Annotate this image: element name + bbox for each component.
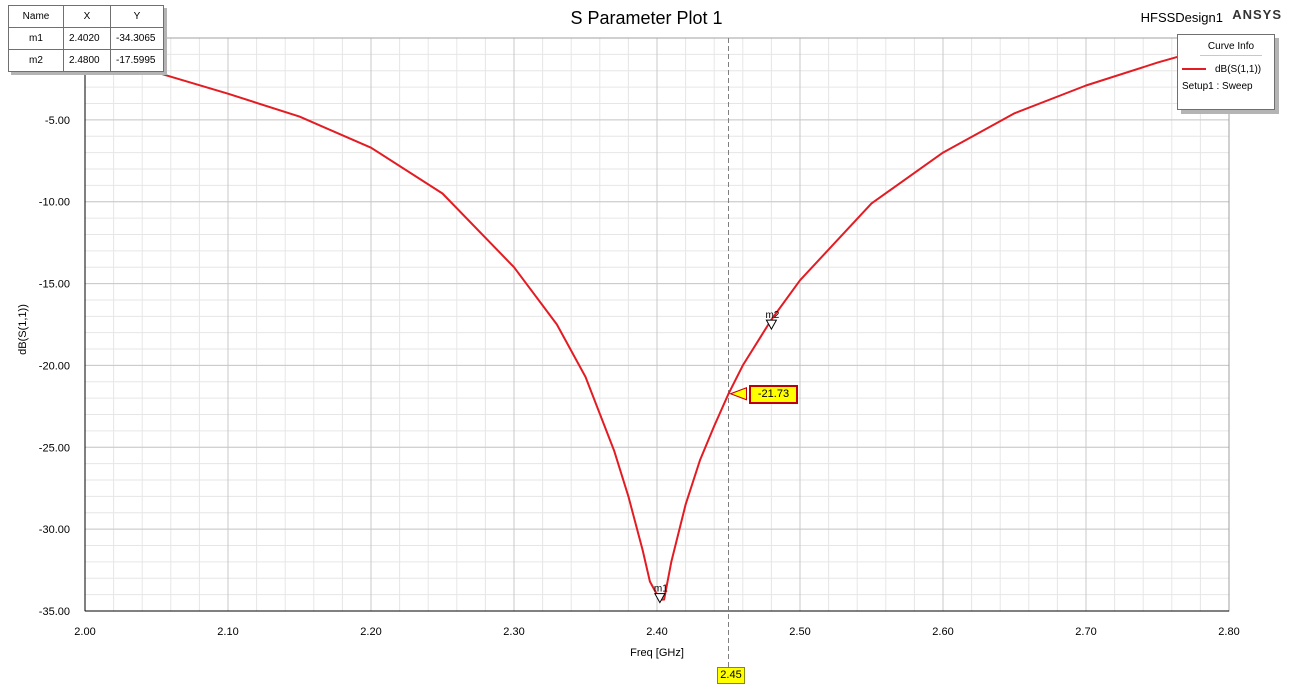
data-point: [684, 503, 687, 506]
marker-table[interactable]: Name X Y m1 2.4020 -34.3065 m2 2.4800 -1…: [8, 5, 164, 72]
y-tick-label: -15.00: [39, 279, 70, 291]
cursor-y-readout[interactable]: -21.73: [749, 385, 798, 404]
data-point: [1156, 61, 1159, 64]
y-tick-label: -30.00: [39, 524, 70, 536]
data-point: [298, 115, 301, 118]
data-point: [942, 151, 944, 154]
data-point: [727, 392, 730, 395]
data-point: [1013, 112, 1016, 115]
legend-swatch: [1182, 68, 1206, 71]
marker-label: m1: [654, 584, 668, 595]
marker-x: 2.4800: [63, 49, 111, 72]
data-point: [627, 495, 630, 498]
x-tick-label: 2.80: [1218, 626, 1239, 638]
data-point: [870, 202, 873, 205]
data-point: [1085, 84, 1087, 87]
data-point: [441, 192, 444, 195]
table-row[interactable]: m2 2.4800 -17.5995: [8, 49, 164, 72]
table-row[interactable]: m1 2.4020 -34.3065: [8, 27, 164, 50]
marker-triangle-icon: [765, 319, 778, 331]
marker-y: -34.3065: [110, 27, 164, 50]
curve-info-legend[interactable]: Curve Info dB(S(1,1)) Setup1 : Sweep: [1177, 34, 1275, 110]
marker-x: 2.4020: [63, 27, 111, 50]
col-name-header: Name: [8, 5, 64, 28]
y-tick-label: -35.00: [39, 606, 70, 618]
marker-table-header: Name X Y: [8, 5, 164, 28]
data-point: [670, 561, 673, 563]
col-x-header: X: [63, 5, 111, 28]
data-point: [799, 279, 801, 282]
data-point: [584, 376, 587, 378]
data-point: [227, 92, 229, 95]
x-tick-label: 2.00: [74, 626, 95, 638]
x-tick-label: 2.20: [360, 626, 381, 638]
legend-setup-label: Setup1 : Sweep: [1182, 81, 1253, 92]
marker-label: m2: [765, 310, 779, 321]
cursor-x-readout[interactable]: 2.45: [717, 667, 745, 684]
marker-y: -17.5995: [110, 49, 164, 72]
data-point: [556, 323, 558, 326]
design-name: HFSSDesign1: [1140, 10, 1223, 25]
y-tick-label: -5.00: [45, 115, 70, 127]
marker-name: m2: [8, 49, 64, 72]
y-tick-label: -25.00: [39, 442, 70, 454]
data-point: [713, 425, 715, 427]
chart-title: S Parameter Plot 1: [570, 8, 723, 28]
data-point: [613, 449, 615, 452]
x-tick-label: 2.50: [789, 626, 810, 638]
legend-entry[interactable]: dB(S(1,1)): [1182, 64, 1261, 75]
data-point: [699, 459, 701, 462]
col-y-header: Y: [110, 5, 164, 28]
marker-name: m1: [8, 27, 64, 50]
x-tick-label: 2.10: [217, 626, 238, 638]
y-tick-label: -20.00: [39, 360, 70, 372]
data-point: [513, 266, 515, 269]
y-tick-label: -10.00: [39, 197, 70, 209]
data-point: [742, 364, 744, 367]
data-point: [641, 549, 644, 552]
curve-info-header: Curve Info: [1200, 41, 1262, 56]
marker-triangle-icon: [654, 593, 666, 604]
data-point: [649, 580, 651, 583]
x-tick-label: 2.30: [503, 626, 524, 638]
x-tick-label: 2.60: [932, 626, 953, 638]
x-tick-label: 2.40: [646, 626, 667, 638]
legend-trace-label: dB(S(1,1)): [1215, 64, 1262, 75]
brand-logo: ANSYS: [1232, 7, 1282, 22]
x-axis-label: Freq [GHz]: [630, 647, 684, 659]
y-axis-label: dB(S(1,1)): [17, 304, 29, 355]
data-point: [663, 598, 665, 601]
x-tick-label: 2.70: [1075, 626, 1096, 638]
cursor-pointer-icon: [729, 387, 747, 401]
data-point: [370, 146, 372, 149]
